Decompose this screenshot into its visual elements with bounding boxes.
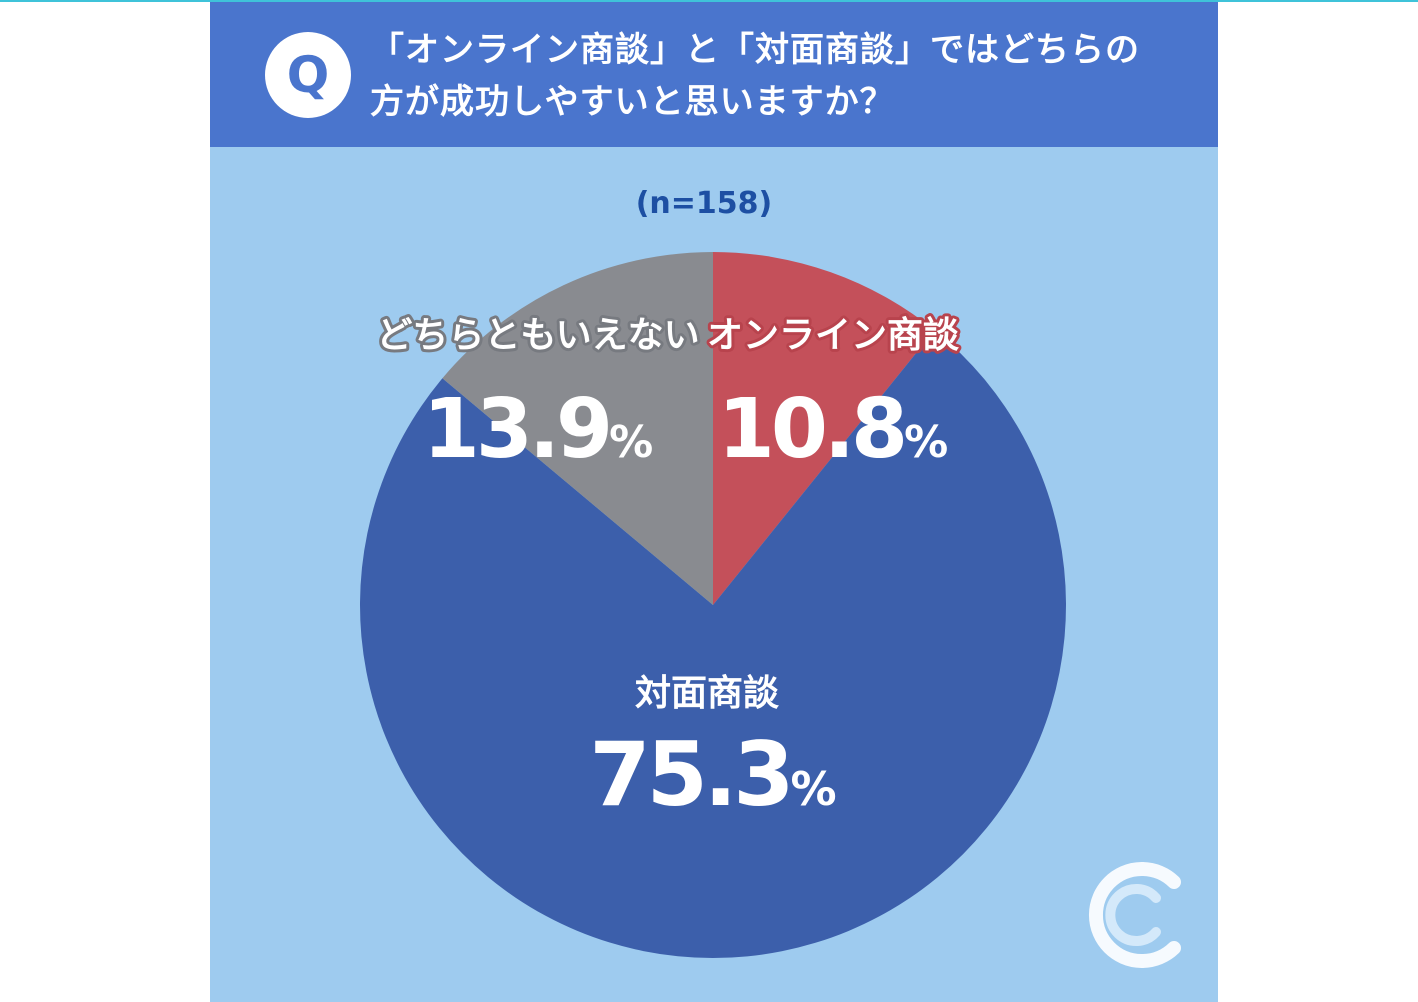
label-online-category: オンライン商談	[707, 315, 959, 356]
question-line-1: 「オンライン商談」と「対面商談」ではどちらの	[370, 30, 1140, 70]
survey-card: Q 「オンライン商談」と「対面商談」ではどちらの 方が成功しやすいと思いますか？…	[210, 2, 1218, 1002]
top-accent-line	[0, 0, 1418, 2]
slice-face-to-face	[360, 330, 1066, 958]
label-face-to-face-value: 75.3%	[589, 723, 836, 826]
question-header: Q 「オンライン商談」と「対面商談」ではどちらの 方が成功しやすいと思いますか？	[210, 2, 1218, 147]
brand-logo-icon	[1089, 862, 1181, 968]
question-line-2: 方が成功しやすいと思いますか？	[370, 82, 895, 122]
label-online-value: 10.8%	[718, 382, 948, 477]
question-badge: Q	[265, 32, 351, 118]
slice-undecided	[442, 252, 713, 605]
slice-online	[713, 252, 935, 605]
label-undecided-value: 13.9%	[423, 382, 653, 477]
sample-size-label: (n=158)	[636, 186, 773, 221]
pie-chart: (n=158) オンライン商談 10.8% 対面商談 75.3% どちらともいえない 13…	[360, 186, 1066, 958]
question-text: 「オンライン商談」と「対面商談」ではどちらの 方が成功しやすいと思いますか？	[370, 24, 1190, 128]
pie-labels: オンライン商談 10.8% 対面商談 75.3% どちらともいえない 13.9%	[373, 312, 962, 826]
pie-slices	[360, 252, 1066, 958]
label-undecided-category: どちらともいえない	[376, 315, 699, 356]
label-face-to-face-category: 対面商談	[635, 673, 779, 714]
